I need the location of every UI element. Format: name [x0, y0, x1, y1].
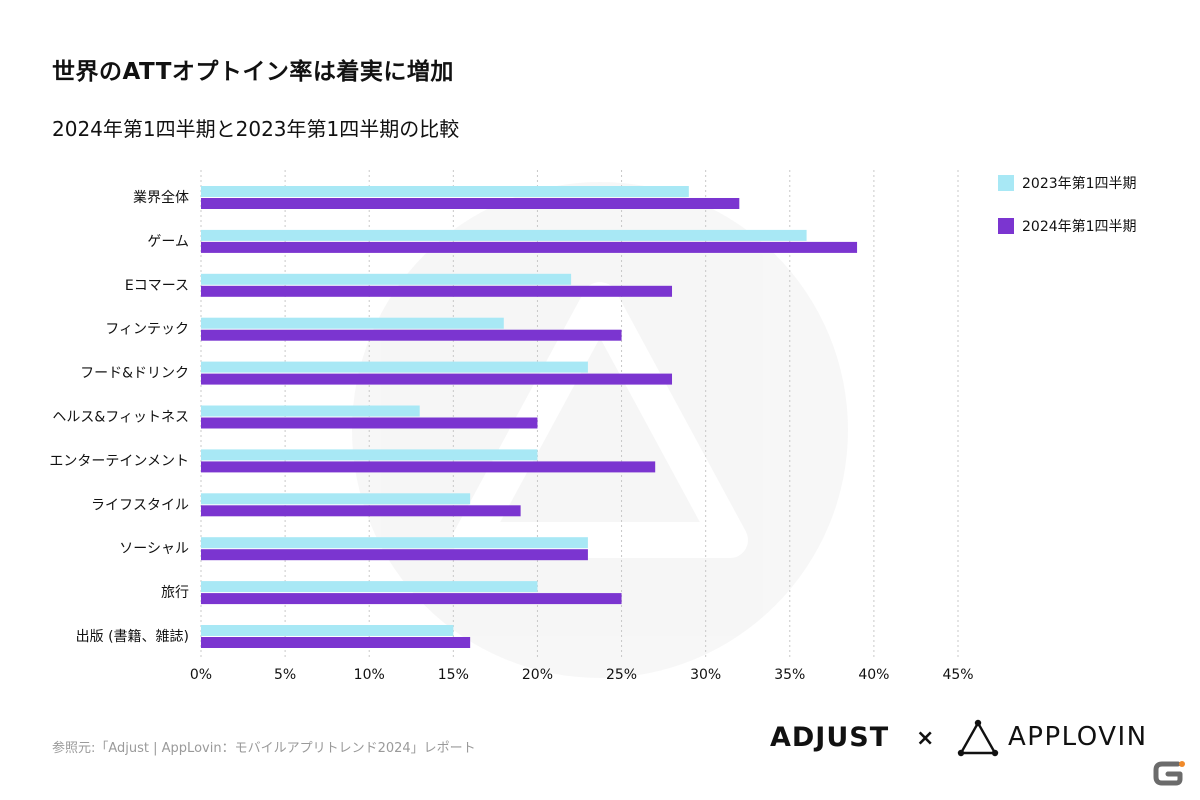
x-tick-label: 15% — [438, 667, 469, 683]
bar-2024 — [201, 241, 858, 253]
adjust-logo: ADJUST — [770, 722, 890, 753]
category-label: Eコマース — [125, 278, 189, 294]
category-label: フード&ドリンク — [80, 366, 189, 382]
bar-2024 — [201, 373, 673, 385]
bar-2023 — [201, 405, 420, 417]
category-label: 旅行 — [161, 585, 189, 601]
bar-2024 — [201, 417, 538, 429]
legend-swatch-2024 — [998, 218, 1014, 234]
applovin-logo: APPLOVIN — [1008, 722, 1148, 752]
chart-title: 世界のATTオプトイン率は着実に増加 — [52, 59, 454, 85]
bar-2023 — [201, 537, 588, 549]
x-tick-labels: 0% 5% 10% 15% 20% 25% 30% 35% 40% 45% — [190, 667, 974, 683]
x-tick-label: 20% — [522, 667, 553, 683]
bar-2023 — [201, 449, 538, 461]
bar-2023 — [201, 625, 454, 636]
legend-item-2023: 2023年第1四半期 — [998, 172, 1137, 194]
category-label: フィンテック — [105, 322, 189, 338]
bar-2024 — [201, 593, 622, 605]
source-note: 参照元:「Adjust | AppLovin：モバイルアプリトレンド2024」レ… — [52, 741, 476, 756]
bar-2023 — [201, 229, 807, 241]
brand-separator: × — [916, 726, 935, 751]
bar-2023 — [201, 273, 572, 285]
bar-2024 — [201, 549, 588, 561]
bar-2024 — [201, 505, 521, 517]
legend-label-2024: 2024年第1四半期 — [1022, 219, 1137, 235]
x-tick-label: 35% — [774, 667, 805, 683]
category-label: エンターテインメント — [49, 453, 189, 469]
category-label: ライフスタイル — [91, 497, 189, 513]
legend-item-2024: 2024年第1四半期 — [998, 215, 1137, 237]
applovin-triangle-icon — [957, 719, 999, 757]
legend-label-2023: 2023年第1四半期 — [1022, 176, 1137, 192]
chart-subtitle: 2024年第1四半期と2023年第1四半期の比較 — [52, 117, 460, 141]
bar-2023 — [201, 317, 504, 329]
category-label: 出版 (書籍、雑誌) — [76, 628, 189, 645]
x-tick-label: 40% — [858, 667, 889, 683]
bar-2024 — [201, 285, 673, 297]
bars — [201, 186, 858, 648]
bar-2024 — [201, 637, 471, 648]
bar-2023 — [201, 581, 538, 593]
bar-2023 — [201, 361, 588, 373]
category-label: ヘルス&フィットネス — [52, 410, 189, 426]
category-label: 業界全体 — [133, 189, 189, 206]
bar-2023 — [201, 493, 471, 505]
legend-swatch-2023 — [998, 175, 1014, 191]
x-tick-label: 45% — [942, 667, 973, 683]
x-tick-label: 5% — [274, 667, 296, 683]
category-label: ゲーム — [147, 234, 189, 250]
category-label: ソーシャル — [119, 541, 189, 557]
x-tick-label: 25% — [606, 667, 637, 683]
legend: 2023年第1四半期 2024年第1四半期 — [998, 172, 1137, 258]
x-tick-label: 10% — [354, 667, 385, 683]
bar-2023 — [201, 186, 689, 197]
bar-2024 — [201, 198, 740, 209]
x-tick-label: 30% — [690, 667, 721, 683]
x-tick-label: 0% — [190, 667, 212, 683]
bar-2024 — [201, 461, 656, 473]
bar-2024 — [201, 329, 622, 341]
site-logo-icon — [1153, 761, 1185, 786]
